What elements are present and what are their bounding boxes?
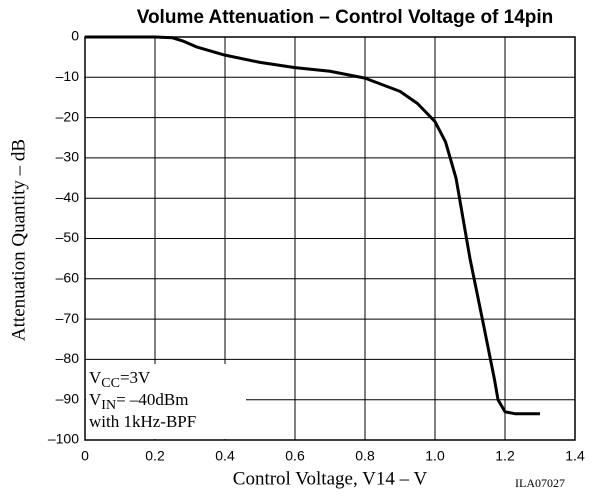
figure-code: ILA07027	[515, 476, 565, 490]
x-tick-label: 1.0	[425, 448, 445, 464]
y-axis-label: Attenuation Quantity – dB	[8, 139, 29, 341]
annotation-text: =3V	[120, 368, 151, 387]
y-tick-label: –10	[56, 68, 80, 84]
x-axis-label: Control Voltage, V14 – V	[233, 468, 428, 489]
annotation-subscript: IN	[101, 398, 116, 413]
x-tick-label: 0.2	[145, 448, 165, 464]
x-tick-label: 0.8	[355, 448, 375, 464]
y-tick-label: –90	[56, 390, 80, 406]
y-tick-label: –40	[56, 189, 80, 205]
x-tick-label: 0.4	[215, 448, 235, 464]
x-tick-label: 0	[81, 448, 89, 464]
y-tick-label: –20	[56, 108, 80, 124]
y-tick-label: –70	[56, 310, 80, 326]
annotation-text: V	[89, 390, 102, 409]
data-line	[85, 35, 540, 416]
annotation-text: = –40dBm	[116, 390, 188, 409]
chart-title: Volume Attenuation – Control Voltage of …	[137, 7, 554, 28]
annotation-text: with 1kHz-BPF	[89, 412, 196, 431]
annotation-box	[86, 364, 246, 439]
y-tick-label: –80	[56, 350, 80, 366]
annotation: VCC=3V	[89, 368, 151, 391]
annotation-subscript: CC	[101, 376, 120, 391]
x-tick-label: 1.4	[565, 448, 585, 464]
y-tick-label: –30	[56, 149, 80, 165]
annotation: VIN= –40dBm	[89, 390, 188, 413]
x-tick-label: 1.2	[495, 448, 515, 464]
y-tick-label: –50	[56, 229, 80, 245]
x-tick-label: 0.6	[285, 448, 305, 464]
annotation-text: V	[89, 368, 102, 387]
y-tick-label: –60	[56, 270, 80, 286]
y-tick-label: –100	[48, 431, 79, 447]
annotation: with 1kHz-BPF	[89, 412, 196, 431]
y-tick-label: 0	[71, 28, 79, 44]
